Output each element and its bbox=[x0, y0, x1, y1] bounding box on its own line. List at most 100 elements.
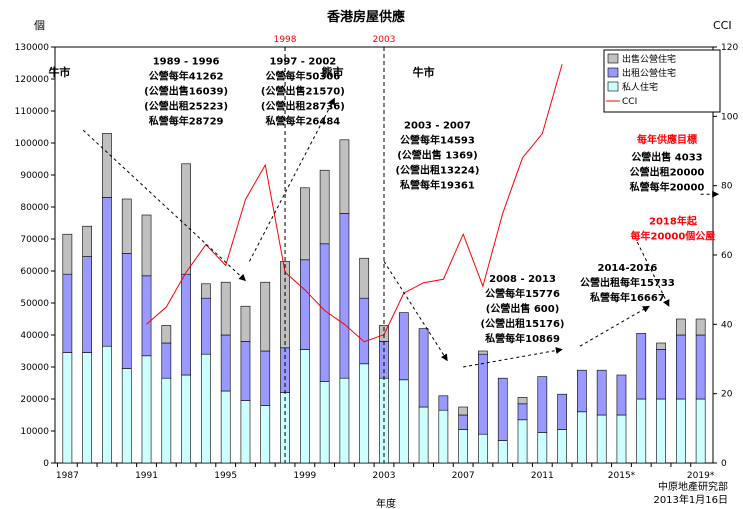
bar-private-1988 bbox=[82, 352, 93, 464]
bar-public-rent-2011 bbox=[537, 376, 548, 433]
bar-public-sale-1993 bbox=[181, 163, 191, 275]
bar-public-sale-1990 bbox=[121, 198, 132, 254]
bar-public-rent-1997 bbox=[260, 350, 271, 406]
annotation-line: 私營每年19361 bbox=[399, 179, 475, 192]
annotation-line: 2008 - 2013 bbox=[489, 274, 556, 285]
y-left-tick-label: 120000 bbox=[15, 75, 50, 85]
annotation-block: 1989 - 1996 公營每年41262 (公營出售16039) (公營出租2522… bbox=[144, 57, 228, 128]
bar-public-rent-1995 bbox=[220, 334, 231, 392]
bar-private-2004 bbox=[398, 379, 409, 464]
left-axis-unit: 個 bbox=[34, 19, 45, 32]
bar-private-2017 bbox=[656, 398, 666, 464]
bar-public-sale-2010 bbox=[517, 397, 528, 405]
x-tick-label: 1999 bbox=[293, 471, 316, 481]
bar-private-1992 bbox=[161, 377, 172, 464]
y-right-tick-label: 100 bbox=[721, 112, 738, 122]
annotation-line: 2003 - 2007 bbox=[404, 121, 471, 132]
x-tick-label: 2015* bbox=[608, 471, 636, 481]
bar-public-rent-1989 bbox=[102, 197, 112, 347]
bar-public-rent-2007 bbox=[458, 414, 469, 430]
bar-public-sale-2019 bbox=[695, 318, 706, 336]
annotation-line: 2014-2016 bbox=[597, 263, 657, 274]
x-tick-label: 2011 bbox=[531, 471, 554, 481]
y-left-tick-label: 100000 bbox=[15, 139, 50, 149]
bar-private-1991 bbox=[141, 355, 152, 464]
annotation-line: 公營出租20000 bbox=[630, 166, 705, 179]
bar-private-2007 bbox=[458, 429, 469, 464]
bar-public-rent-2019 bbox=[695, 334, 706, 400]
annotation-line: (公營出售 1369) bbox=[397, 149, 477, 162]
bar-private-1989 bbox=[102, 345, 112, 464]
x-tick-label: 2007 bbox=[452, 471, 475, 481]
y-right-tick-label: 60 bbox=[721, 251, 733, 261]
annotation-line: 私營每年28729 bbox=[148, 115, 224, 128]
bar-public-sale-1987 bbox=[62, 233, 73, 275]
bar-public-sale-1995 bbox=[220, 281, 231, 336]
annotation-line: 公營每年15776 bbox=[485, 287, 560, 300]
y-left-tick-label: 20000 bbox=[20, 395, 49, 405]
bar-public-sale-1989 bbox=[102, 133, 112, 198]
bar-private-1999 bbox=[299, 349, 310, 464]
bar-private-2013 bbox=[577, 411, 587, 464]
market-label: 牛市 bbox=[48, 65, 70, 79]
bar-private-1993 bbox=[181, 374, 191, 464]
bar-public-sale-2007 bbox=[458, 406, 469, 416]
bar-public-rent-1994 bbox=[201, 297, 211, 355]
annotation-line: (公營出售16039) bbox=[144, 85, 228, 98]
cci-line bbox=[146, 64, 563, 343]
bar-private-2019 bbox=[695, 398, 706, 464]
legend-label-public-rent: 出租公營住宅 bbox=[622, 67, 676, 79]
bar-public-rent-2010 bbox=[517, 403, 528, 421]
annotation-block: 1997 - 2002 公營每年50306 (公營出售21570) (公營出租2873… bbox=[261, 57, 345, 128]
bar-public-rent-2017 bbox=[656, 349, 666, 400]
x-tick-label: 1991 bbox=[135, 471, 158, 481]
annotation-line: 1989 - 1996 bbox=[153, 57, 220, 68]
bar-public-rent-2012 bbox=[557, 393, 567, 430]
bar-public-rent-1991 bbox=[141, 275, 152, 357]
footer-source: 中原地產研究部 bbox=[658, 480, 728, 493]
annotation-line: (公營出售21570) bbox=[261, 85, 345, 98]
bar-private-2008 bbox=[478, 433, 488, 464]
legend-swatch-private bbox=[607, 81, 619, 92]
chart-title: 香港房屋供應 bbox=[326, 9, 405, 25]
bar-public-rent-1993 bbox=[181, 273, 191, 376]
bar-private-2000 bbox=[319, 381, 330, 464]
annotation-line: (公營出租13224) bbox=[395, 164, 479, 177]
bar-private-1995 bbox=[220, 390, 231, 464]
bar-public-sale-1999 bbox=[299, 187, 310, 261]
annotation-block: 2003 - 2007 公營每年14593 (公營出售 1369) (公營出租1322… bbox=[395, 121, 479, 192]
right-axis-unit: CCI bbox=[713, 19, 732, 32]
marker-label-2003: 2003 bbox=[373, 35, 396, 45]
market-label: 牛市 bbox=[413, 65, 435, 79]
bar-private-2016 bbox=[636, 398, 647, 464]
x-tick-label: 1995 bbox=[214, 471, 237, 481]
annotation-line: 公營出租每年15733 bbox=[580, 276, 675, 289]
bar-public-sale-1992 bbox=[161, 325, 172, 344]
bar-public-sale-2000 bbox=[319, 169, 330, 245]
annotation-line: 1997 - 2002 bbox=[269, 57, 336, 68]
bar-public-sale-2018 bbox=[675, 318, 686, 336]
bar-public-rent-2008 bbox=[478, 353, 488, 435]
annotation-line: (公營出租15176) bbox=[481, 317, 565, 330]
bar-private-2012 bbox=[557, 429, 567, 464]
annotation-block: 公營出售 4033 公營出租20000 私營每年20000 bbox=[629, 151, 705, 194]
annotation-block: 2008 - 2013 公營每年15776 (公營出售 600) (公營出租15176… bbox=[481, 274, 565, 345]
bar-private-1996 bbox=[240, 400, 251, 464]
bar-public-rent-2002 bbox=[359, 297, 370, 365]
bar-public-rent-1996 bbox=[240, 341, 251, 401]
trend-arrow bbox=[579, 305, 650, 347]
y-left-tick-label: 10000 bbox=[20, 427, 49, 437]
legend-label-public-sale: 出售公營住宅 bbox=[622, 53, 676, 65]
bar-public-sale-1996 bbox=[240, 305, 251, 342]
annotation-block: 每年供應目標 bbox=[637, 133, 697, 146]
y-right-tick-label: 40 bbox=[721, 320, 733, 330]
bar-private-2006 bbox=[438, 409, 449, 464]
y-left-tick-label: 70000 bbox=[20, 235, 49, 245]
legend-box bbox=[603, 49, 721, 113]
market-label: 熊市 bbox=[322, 65, 344, 79]
annotation-line: 私營每年10869 bbox=[484, 332, 560, 345]
y-left-tick-label: 30000 bbox=[20, 363, 49, 373]
bar-public-rent-2016 bbox=[636, 333, 647, 400]
